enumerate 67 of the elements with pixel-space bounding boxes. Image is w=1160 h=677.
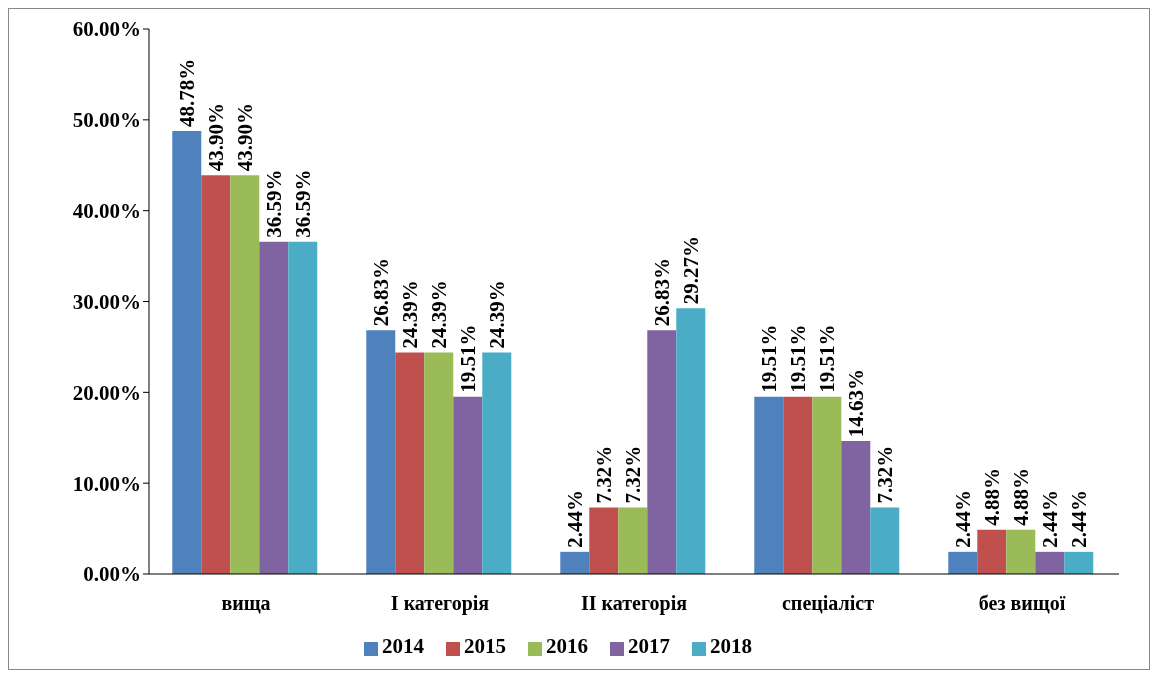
bar xyxy=(366,330,396,574)
bar xyxy=(453,396,483,574)
y-tick-label: 0.00% xyxy=(83,562,141,587)
data-label: 4.88% xyxy=(1008,467,1033,526)
y-tick-label: 10.00% xyxy=(72,471,141,496)
bar xyxy=(589,507,619,574)
bar xyxy=(783,396,813,574)
data-label: 24.39% xyxy=(397,280,422,349)
bar xyxy=(395,352,425,574)
data-label: 14.63% xyxy=(843,368,868,438)
legend-label: 2014 xyxy=(382,634,424,658)
data-label: 36.59% xyxy=(290,169,315,238)
data-label: 19.51% xyxy=(455,324,480,393)
data-label: 2.44% xyxy=(562,490,587,548)
data-label: 2.44% xyxy=(1066,490,1091,548)
bar xyxy=(259,241,289,574)
bar xyxy=(977,529,1007,574)
data-label: 19.51% xyxy=(785,324,810,393)
bar xyxy=(1006,529,1036,574)
data-label: 24.39% xyxy=(484,280,509,349)
x-tick-label: ІІ категорія xyxy=(580,592,688,616)
x-tick-label: спеціаліст xyxy=(781,592,875,615)
bar xyxy=(201,175,231,574)
bar xyxy=(870,507,900,574)
data-label: 7.32% xyxy=(620,445,645,504)
y-tick-label: 30.00% xyxy=(72,289,141,314)
data-label: 26.83% xyxy=(649,258,674,327)
data-label: 7.32% xyxy=(591,445,616,504)
x-tick-label: І категорія xyxy=(390,592,490,616)
data-label: 36.59% xyxy=(261,169,286,238)
data-label: 48.78% xyxy=(174,58,199,127)
data-label: 2.44% xyxy=(950,490,975,548)
legend-label: 2015 xyxy=(464,634,506,658)
data-label: 19.51% xyxy=(814,324,839,393)
data-label: 29.27% xyxy=(678,235,703,305)
bar xyxy=(841,441,871,574)
bar xyxy=(1064,551,1094,574)
legend-label: 2017 xyxy=(628,634,670,658)
bar xyxy=(288,241,318,574)
x-tick-label: без вищої xyxy=(978,592,1066,615)
data-label: 43.90% xyxy=(203,102,228,172)
bar xyxy=(647,330,677,574)
y-tick-label: 40.00% xyxy=(72,199,141,224)
y-tick-label: 50.00% xyxy=(72,108,141,133)
data-label: 19.51% xyxy=(756,324,781,393)
legend-label: 2018 xyxy=(710,634,752,658)
bar xyxy=(172,130,202,574)
bar xyxy=(230,175,260,574)
data-label: 2.44% xyxy=(1037,490,1062,548)
bar xyxy=(948,551,978,574)
y-tick-label: 60.00% xyxy=(72,17,141,42)
data-label: 26.83% xyxy=(368,258,393,327)
bar xyxy=(812,396,842,574)
bar xyxy=(1035,551,1065,574)
bar xyxy=(424,352,454,574)
legend-label: 2016 xyxy=(546,634,588,658)
bar xyxy=(482,352,512,574)
bar xyxy=(560,551,590,574)
data-label: 4.88% xyxy=(979,467,1004,526)
data-label: 43.90% xyxy=(232,102,257,172)
x-tick-label: вища xyxy=(221,592,271,615)
data-label: 7.32% xyxy=(872,445,897,504)
bar xyxy=(676,308,706,574)
data-label: 24.39% xyxy=(426,280,451,349)
bar xyxy=(618,507,648,574)
y-tick-label: 20.00% xyxy=(72,380,141,405)
bar xyxy=(754,396,784,574)
